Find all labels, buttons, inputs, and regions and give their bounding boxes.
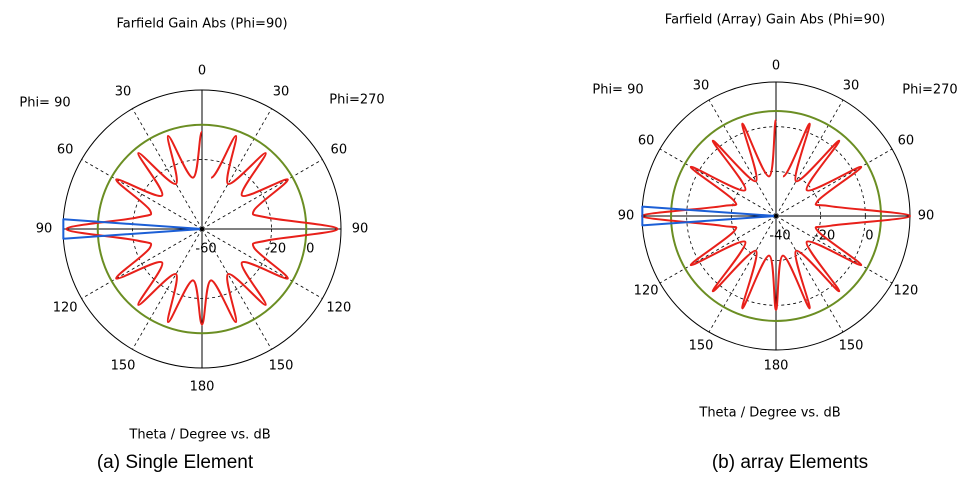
angle-tick-label: 150 (839, 338, 864, 353)
angle-tick-label: 30 (115, 85, 132, 100)
phi-label: Phi=270 (329, 93, 384, 108)
spoke (81, 228, 203, 299)
r-tick-label: -40 (769, 229, 790, 244)
angle-tick-label: 30 (273, 85, 290, 100)
spoke (132, 108, 203, 230)
angle-tick-label: 60 (57, 143, 74, 158)
spoke (659, 148, 777, 217)
spoke (81, 159, 203, 230)
spoke (132, 228, 203, 350)
angle-tick-label: 90 (352, 222, 369, 237)
axis-label: Theta / Degree vs. dB (128, 428, 270, 443)
angle-tick-label: 30 (693, 79, 710, 94)
caption: (a) Single Element (97, 452, 254, 473)
pattern-line (641, 118, 911, 311)
angle-tick-label: 180 (190, 380, 215, 395)
spoke (775, 215, 844, 333)
angle-tick-label: 180 (764, 359, 789, 374)
angle-tick-label: 120 (326, 301, 351, 316)
center-dot (200, 227, 204, 231)
r-tick-label: 0 (306, 242, 314, 257)
phi-label: Phi= 90 (592, 83, 643, 98)
angle-tick-label: 90 (36, 222, 53, 237)
angle-tick-label: 150 (689, 338, 714, 353)
angle-tick-label: 120 (53, 301, 78, 316)
spoke (201, 159, 323, 230)
pattern-line (62, 218, 203, 240)
spoke (775, 215, 893, 284)
angle-tick-label: 90 (618, 209, 635, 224)
spoke (775, 99, 844, 217)
axis-label: Theta / Degree vs. dB (698, 406, 840, 421)
caption: (b) array Elements (712, 452, 868, 473)
spoke (201, 108, 272, 230)
r-tick-label: -20 (265, 242, 286, 257)
chart-title: Farfield Gain Abs (Phi=90) (116, 17, 287, 32)
spoke (708, 215, 777, 333)
angle-tick-label: 120 (893, 284, 918, 299)
spoke (659, 215, 777, 284)
spoke (708, 99, 777, 217)
polar-chart: Farfield (Array) Gain Abs (Phi=90) Phi= 9… (592, 13, 957, 474)
pattern-line (65, 130, 339, 326)
angle-tick-label: 150 (269, 358, 294, 373)
phi-label: Phi=270 (902, 83, 957, 98)
angle-tick-label: 120 (634, 284, 659, 299)
angle-tick-label: 60 (898, 134, 915, 149)
angle-tick-label: 0 (772, 59, 780, 74)
angle-tick-label: 60 (331, 143, 348, 158)
phi-label: Phi= 90 (19, 96, 70, 111)
r-tick-label: 0 (865, 229, 873, 244)
spoke (201, 228, 323, 299)
reference-circle (96, 123, 308, 335)
spoke (775, 148, 893, 217)
angle-tick-label: 90 (918, 209, 935, 224)
pattern-line (641, 205, 777, 227)
angle-tick-label: 0 (198, 64, 206, 79)
angle-tick-label: 150 (111, 358, 136, 373)
polar-chart: Farfield Gain Abs (Phi=90) Phi= 90 Phi=270… (19, 17, 384, 474)
angle-tick-label: 60 (638, 134, 655, 149)
chart-title: Farfield (Array) Gain Abs (Phi=90) (665, 13, 885, 28)
angle-tick-label: 30 (843, 79, 860, 94)
center-dot (774, 214, 778, 218)
reference-circle (670, 110, 882, 322)
spoke (201, 228, 272, 350)
r-tick-label: -60 (195, 242, 216, 257)
